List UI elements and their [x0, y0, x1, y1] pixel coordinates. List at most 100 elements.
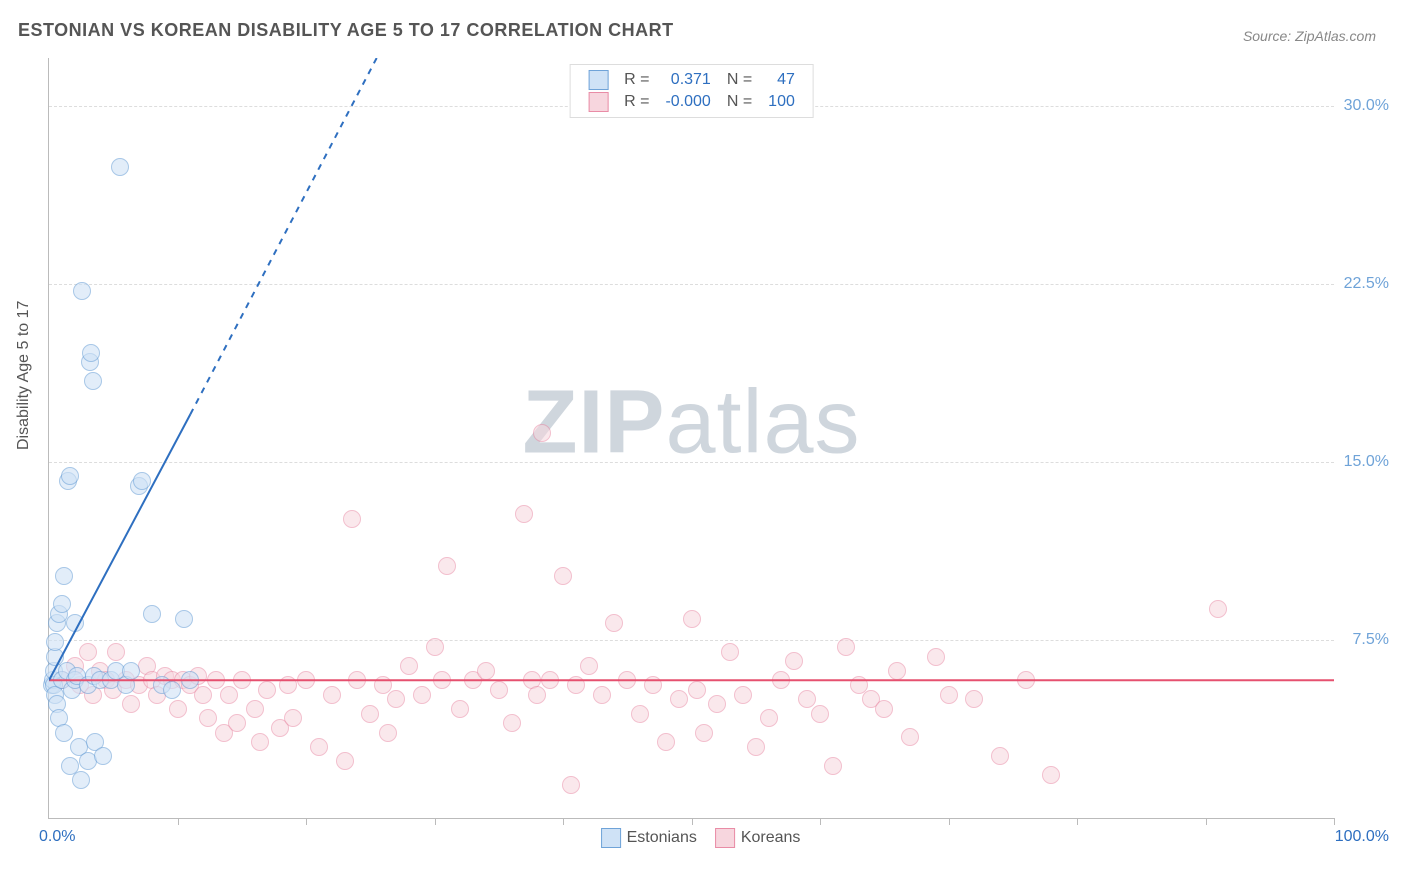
data-point [477, 662, 495, 680]
x-minor-tick [692, 818, 693, 825]
data-point [1017, 671, 1035, 689]
data-point [734, 686, 752, 704]
data-point [72, 771, 90, 789]
legend-row-estonians: R = 0.371 N = 47 [580, 69, 803, 91]
data-point [695, 724, 713, 742]
data-point [567, 676, 585, 694]
x-minor-tick [435, 818, 436, 825]
y-tick-label: 30.0% [1344, 97, 1389, 115]
data-point [721, 643, 739, 661]
series-legend: Estonians Koreans [583, 828, 801, 848]
data-point [1042, 766, 1060, 784]
data-point [336, 752, 354, 770]
y-axis-label: Disability Age 5 to 17 [15, 301, 33, 450]
data-point [438, 557, 456, 575]
data-point [875, 700, 893, 718]
data-point [297, 671, 315, 689]
data-point [683, 610, 701, 628]
data-point [66, 614, 84, 632]
x-minor-tick [1206, 818, 1207, 825]
data-point [53, 595, 71, 613]
data-point [490, 681, 508, 699]
data-point [310, 738, 328, 756]
data-point [194, 686, 212, 704]
data-point [644, 676, 662, 694]
data-point [94, 747, 112, 765]
data-point [562, 776, 580, 794]
x-minor-tick [949, 818, 950, 825]
x-minor-tick [563, 818, 564, 825]
data-point [760, 709, 778, 727]
data-point [400, 657, 418, 675]
x-minor-tick [306, 818, 307, 825]
data-point [143, 605, 161, 623]
x-minor-tick [1077, 818, 1078, 825]
data-point [940, 686, 958, 704]
data-point [84, 372, 102, 390]
data-point [323, 686, 341, 704]
data-point [824, 757, 842, 775]
data-point [111, 158, 129, 176]
data-point [133, 472, 151, 490]
source-label: Source: ZipAtlas.com [1243, 28, 1376, 44]
data-point [747, 738, 765, 756]
data-point [433, 671, 451, 689]
data-point [279, 676, 297, 694]
legend-swatch [601, 828, 621, 848]
data-point [107, 643, 125, 661]
data-point [55, 567, 73, 585]
data-point [785, 652, 803, 670]
data-point [991, 747, 1009, 765]
legend-swatch [715, 828, 735, 848]
data-point [73, 282, 91, 300]
legend-label: Estonians [627, 829, 697, 846]
data-point [811, 705, 829, 723]
x-tick-end: 100.0% [1335, 828, 1389, 846]
scatter-plot: ZIPatlas 7.5%15.0%22.5%30.0% R = 0.371 N… [48, 58, 1334, 819]
y-tick-label: 7.5% [1353, 631, 1389, 649]
data-point [379, 724, 397, 742]
data-point [901, 728, 919, 746]
data-point [258, 681, 276, 699]
data-point [503, 714, 521, 732]
data-point [451, 700, 469, 718]
x-minor-tick [1334, 818, 1335, 825]
data-point [220, 686, 238, 704]
data-point [163, 681, 181, 699]
x-tick-origin: 0.0% [39, 828, 75, 846]
data-point [61, 467, 79, 485]
data-point [199, 709, 217, 727]
data-point [348, 671, 366, 689]
x-minor-tick [178, 818, 179, 825]
data-point [670, 690, 688, 708]
data-point [79, 643, 97, 661]
data-point [541, 671, 559, 689]
data-point [413, 686, 431, 704]
data-point [175, 610, 193, 628]
data-point [122, 662, 140, 680]
correlation-legend: R = 0.371 N = 47 R = -0.000 N = 100 [569, 64, 814, 118]
data-point [55, 724, 73, 742]
data-point [233, 671, 251, 689]
data-point [343, 510, 361, 528]
chart-title: ESTONIAN VS KOREAN DISABILITY AGE 5 TO 1… [18, 20, 674, 41]
data-point [1209, 600, 1227, 618]
data-point [593, 686, 611, 704]
data-point [251, 733, 269, 751]
legend-row-koreans: R = -0.000 N = 100 [580, 91, 803, 113]
data-point [246, 700, 264, 718]
data-point [708, 695, 726, 713]
data-point [631, 705, 649, 723]
data-point [533, 424, 551, 442]
x-minor-tick [820, 818, 821, 825]
legend-label: Koreans [741, 829, 801, 846]
data-point [580, 657, 598, 675]
data-point [888, 662, 906, 680]
data-point [772, 671, 790, 689]
data-point [528, 686, 546, 704]
data-point [361, 705, 379, 723]
data-point [688, 681, 706, 699]
data-point [837, 638, 855, 656]
data-point [284, 709, 302, 727]
y-tick-label: 22.5% [1344, 275, 1389, 293]
